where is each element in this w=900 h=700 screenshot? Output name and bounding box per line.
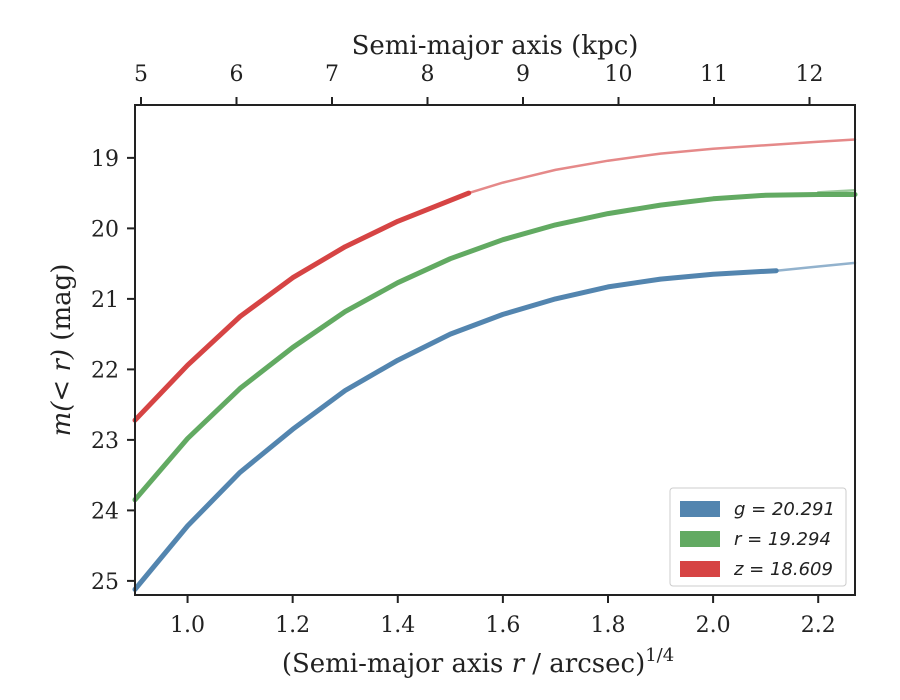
top-x-axis: 5 6 7 8 9 10 11 12: [134, 62, 824, 105]
legend-label-2: z = 18.609: [733, 559, 833, 580]
series-1-line: [132, 192, 858, 503]
y-tick-label-5: 24: [91, 499, 119, 524]
legend-swatch-2: [680, 561, 720, 577]
x-axis-label: (Semi-major axis r / arcsec)1/4: [282, 645, 674, 679]
y-tick-label-4: 23: [91, 429, 119, 454]
top-tick-label-5: 10: [605, 62, 633, 87]
top-tick-label-7: 12: [796, 62, 824, 87]
legend: g = 20.291 r = 19.294 z = 18.609: [669, 487, 847, 587]
y-axis-label-var: m(< r): [47, 349, 77, 436]
y-tick-label-0: 19: [91, 147, 119, 172]
x-tick-label-3: 1.6: [485, 613, 520, 638]
x-axis-label-pre: (Semi-major axis: [282, 649, 512, 679]
y-axis-label-unit: (mag): [47, 264, 77, 349]
top-tick-label-2: 7: [325, 62, 339, 87]
top-tick-label-1: 6: [230, 62, 244, 87]
top-x-axis-label: Semi-major axis (kpc): [352, 31, 639, 61]
y-tick-label-3: 22: [91, 358, 119, 383]
x-tick-label-1: 1.2: [275, 613, 310, 638]
y-tick-label-2: 21: [91, 288, 119, 313]
legend-label-0: g = 20.291: [734, 499, 835, 520]
bottom-x-axis: 1.0 1.2 1.4 1.6 1.8 2.0 2.2: [170, 595, 836, 638]
x-tick-label-0: 1.0: [170, 613, 205, 638]
y-axis-label: m(< r) (mag): [47, 264, 77, 437]
y-tick-label-6: 25: [91, 570, 119, 595]
x-axis-label-var: r: [512, 649, 526, 679]
series-0-extrapolation: [774, 261, 857, 272]
legend-swatch-0: [680, 501, 720, 517]
top-tick-label-3: 8: [421, 62, 435, 87]
series-2-line: [132, 190, 472, 423]
x-tick-label-5: 2.0: [696, 613, 731, 638]
y-tick-label-1: 20: [91, 217, 119, 242]
top-tick-label-6: 11: [700, 62, 728, 87]
x-tick-label-2: 1.4: [380, 613, 415, 638]
top-tick-label-0: 5: [134, 62, 148, 87]
legend-label-1: r = 19.294: [734, 529, 831, 550]
x-tick-label-6: 2.2: [801, 613, 836, 638]
plot-frame: [134, 104, 856, 596]
x-axis-label-sup: 1/4: [645, 645, 674, 666]
curves-layer: [132, 138, 858, 592]
top-tick-label-4: 9: [516, 62, 530, 87]
y-axis: 19 20 21 22 23 24 25: [91, 147, 135, 595]
series-2-extrapolation: [467, 138, 857, 195]
series-0-line: [132, 268, 779, 592]
x-tick-label-4: 1.8: [590, 613, 625, 638]
legend-swatch-1: [680, 531, 720, 547]
x-axis-label-post: / arcsec): [524, 649, 645, 679]
